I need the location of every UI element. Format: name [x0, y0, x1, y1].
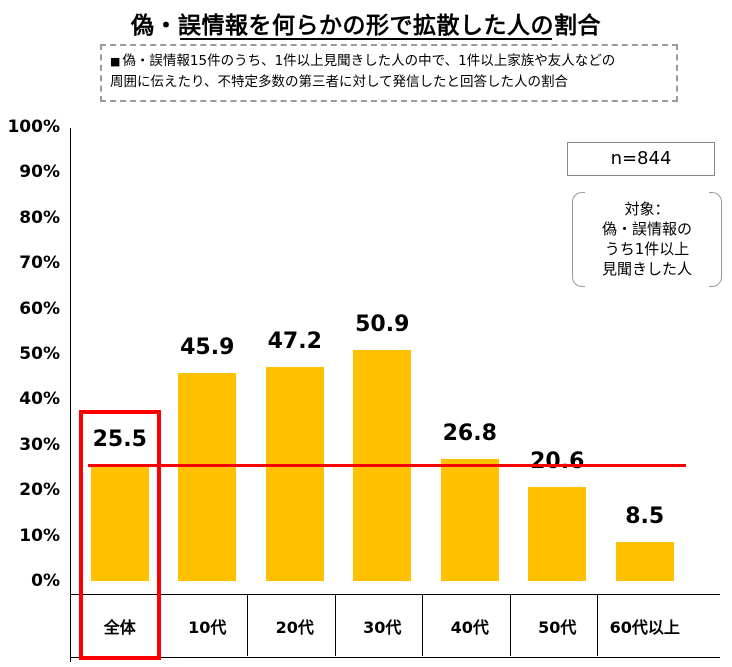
target-line-1: 対象： — [624, 200, 670, 218]
y-tick-label: 10% — [19, 525, 60, 546]
y-tick-label: 90% — [19, 162, 60, 183]
target-line-3: うち1件以上 — [604, 240, 690, 258]
note-line-2: 周囲に伝えたり、不特定多数の第三者に対して発信したと回答した人の割合 — [110, 74, 569, 90]
highlight-frame-overall — [79, 410, 161, 660]
bar-value-label: 47.2 — [267, 328, 322, 354]
y-tick-label: 80% — [19, 207, 60, 228]
description-note: ■ 偽・誤情報15件のうち、1件以上見聞きした人の中で、1件以上家族や友人などの … — [100, 44, 678, 102]
y-axis-line — [70, 128, 71, 662]
note-text-1: 偽・誤情報15件のうち、1件以上見聞きした人の中で、1件以上家族や友人などの — [122, 53, 616, 69]
title-underline — [180, 38, 552, 40]
y-tick-label: 20% — [19, 480, 60, 501]
chart-title: 偽・誤情報を何らかの形で拡散した人の割合 — [131, 13, 601, 39]
x-tick-label: 全体 — [103, 618, 136, 637]
bar — [90, 465, 149, 581]
bullet-square-icon: ■ — [110, 55, 121, 68]
note-line-1: ■ 偽・誤情報15件のうち、1件以上見聞きした人の中で、1件以上家族や友人などの — [110, 51, 668, 72]
target-line-2: 偽・誤情報の — [601, 220, 692, 238]
x-tick-label: 60代以上 — [609, 618, 680, 637]
y-tick-label: 40% — [19, 389, 60, 410]
bar — [440, 459, 499, 581]
bar-value-label: 25.5 — [92, 427, 147, 453]
target-line-4: 見聞きした人 — [601, 260, 692, 278]
bar-value-label: 26.8 — [442, 421, 497, 447]
y-tick-label: 60% — [19, 298, 60, 319]
x-column-divider — [247, 594, 248, 656]
x-column-divider — [509, 594, 511, 656]
bracket-right — [709, 192, 722, 287]
x-tick-label: 20代 — [275, 618, 314, 637]
x-column-divider — [597, 594, 598, 656]
x-column-divider — [422, 594, 423, 656]
x-tick-label: 30代 — [363, 618, 402, 637]
x-axis-table — [70, 594, 720, 658]
bar-value-label: 8.5 — [625, 504, 665, 530]
x-tick-label: 50代 — [538, 618, 577, 637]
y-tick-label: 100% — [7, 117, 60, 137]
x-tick-label: 40代 — [450, 618, 489, 637]
bar — [265, 366, 324, 581]
y-tick-label: 50% — [19, 344, 60, 364]
bar — [178, 372, 237, 581]
x-column-divider — [334, 594, 336, 656]
target-description: 対象： 偽・誤情報の うち1件以上 見聞きした人 — [572, 192, 722, 287]
sample-size-box: n=844 — [567, 142, 715, 176]
bracket-left — [572, 192, 585, 287]
x-tick-label: 10代 — [188, 618, 227, 637]
y-tick-label: 70% — [19, 253, 60, 274]
bar-value-label: 45.9 — [180, 334, 235, 360]
bar — [615, 542, 674, 581]
y-tick-label: 30% — [19, 434, 60, 455]
bar-value-label: 20.6 — [530, 449, 585, 475]
bar-value-label: 50.9 — [355, 311, 410, 337]
bar — [528, 487, 587, 581]
average-reference-line — [88, 463, 686, 467]
y-tick-label: 0% — [31, 571, 60, 591]
